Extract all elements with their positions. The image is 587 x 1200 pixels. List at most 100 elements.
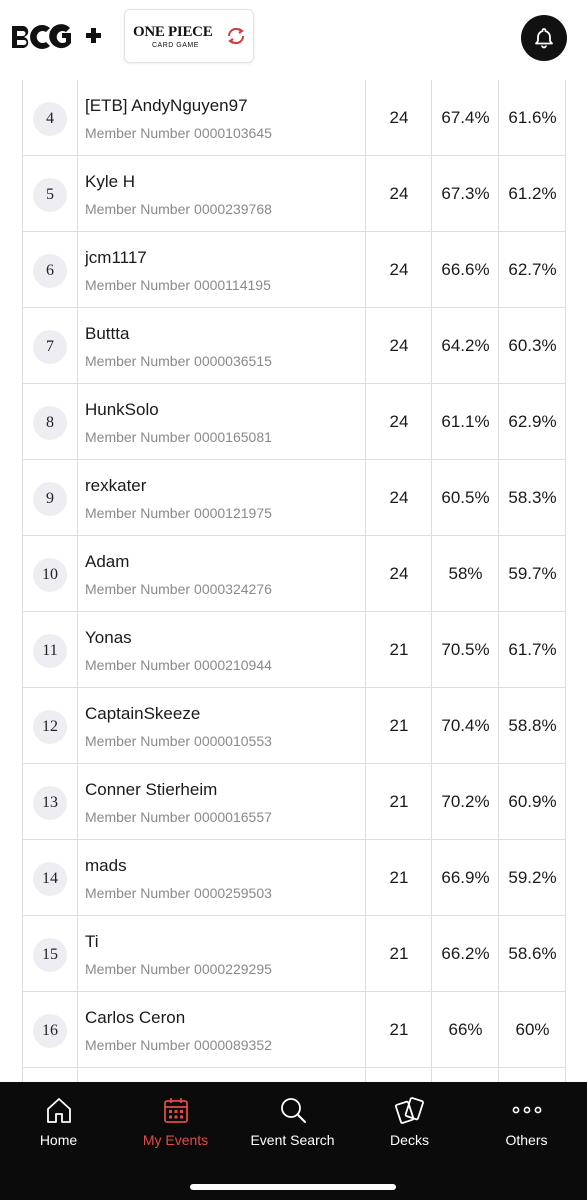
- table-row[interactable]: 7 Buttta Member Number 0000036515 24 64.2% 60.…: [22, 308, 566, 384]
- player-name: mads: [85, 856, 127, 875]
- table-row[interactable]: 15 Ti Member Number 0000229295 21 66.2% 58.6%: [22, 916, 566, 992]
- rank-badge: 10: [33, 558, 67, 592]
- nav-decks-label: Decks: [390, 1132, 429, 1148]
- gw-cell: 62.7%: [508, 259, 557, 279]
- player-name: Kyle H: [85, 172, 136, 191]
- points-cell: 24: [389, 107, 409, 127]
- table-row[interactable]: 13 Conner Stierheim Member Number 000001655…: [22, 764, 566, 840]
- member-number: Member Number 0000165081: [85, 429, 272, 445]
- member-number: Member Number 0000229295: [85, 961, 272, 977]
- member-number-label: Member Number: [85, 809, 191, 825]
- sync-emblem-icon: [227, 27, 245, 45]
- member-number-value: 0000036515: [194, 353, 272, 369]
- member-number: Member Number 0000089352: [85, 1037, 272, 1053]
- points-cell: 21: [389, 1019, 409, 1039]
- rank-badge: 13: [33, 786, 67, 820]
- member-number-label: Member Number: [85, 429, 191, 445]
- nav-decks[interactable]: Decks: [351, 1082, 468, 1162]
- rank-badge: 4: [33, 102, 67, 136]
- one-piece-logo[interactable]: ONE PIECE CARD GAME: [124, 9, 254, 63]
- nav-my-events[interactable]: My Events: [117, 1082, 234, 1162]
- player-name: Adam: [85, 552, 130, 571]
- omw-cell: 70.4%: [441, 715, 490, 735]
- table-row[interactable]: 12 CaptainSkeeze Member Number 0000010553 21…: [22, 688, 566, 764]
- member-number-value: 0000239768: [194, 201, 272, 217]
- member-number-value: 0000259503: [194, 885, 272, 901]
- nav-event-search[interactable]: Event Search: [234, 1082, 351, 1162]
- member-number-label: Member Number: [85, 201, 191, 217]
- player-name: Ti: [85, 932, 99, 951]
- table-row[interactable]: 16 Carlos Ceron Member Number 0000089352 21 6…: [22, 992, 566, 1068]
- gw-cell: 59.7%: [508, 563, 557, 583]
- table-row[interactable]: 8 HunkSolo Member Number 0000165081 24 61.1% 6…: [22, 384, 566, 460]
- gw-cell: 62.9%: [508, 411, 557, 431]
- home-indicator[interactable]: [190, 1184, 396, 1190]
- omw-cell: 66%: [448, 1019, 483, 1039]
- cards-icon: [394, 1097, 424, 1124]
- member-number-label: Member Number: [85, 353, 191, 369]
- table-row[interactable]: 9 rexkater Member Number 0000121975 24 60.5% 5…: [22, 460, 566, 536]
- omw-cell: 66.9%: [441, 867, 490, 887]
- omw-cell: 60.5%: [441, 487, 490, 507]
- player-name: Carlos Ceron: [85, 1008, 186, 1027]
- player-name: CaptainSkeeze: [85, 704, 201, 723]
- member-number: Member Number 0000114195: [85, 277, 271, 293]
- member-number-label: Member Number: [85, 885, 191, 901]
- rank-badge: 5: [33, 178, 67, 212]
- nav-others-label: Others: [505, 1132, 548, 1148]
- table-row-partial-bottom: [22, 1068, 566, 1088]
- omw-cell: 66.2%: [441, 943, 490, 963]
- rank-badge: 6: [33, 254, 67, 288]
- omw-cell: 61.1%: [441, 411, 490, 431]
- member-number: Member Number 0000259503: [85, 885, 272, 901]
- bottom-nav-bar: Home My Events Event Search: [0, 1082, 587, 1200]
- member-number: Member Number 0000239768: [85, 201, 272, 217]
- member-number-value: 0000089352: [194, 1037, 272, 1053]
- player-name: jcm1117: [85, 248, 147, 267]
- member-number: Member Number 0000016557: [85, 809, 272, 825]
- member-number-value: 0000229295: [194, 961, 272, 977]
- bcg-plus-logo[interactable]: [10, 22, 106, 52]
- table-row[interactable]: 10 Adam Member Number 0000324276 24 58% 59.7%: [22, 536, 566, 612]
- home-icon: [46, 1098, 71, 1123]
- table-row[interactable]: 6 jcm1117 Member Number 0000114195 24 66.6% 62…: [22, 232, 566, 308]
- member-number-value: 0000165081: [194, 429, 272, 445]
- points-cell: 24: [389, 259, 409, 279]
- nav-event-search-label: Event Search: [250, 1132, 335, 1148]
- nav-home[interactable]: Home: [0, 1082, 117, 1162]
- points-cell: 21: [389, 715, 409, 735]
- member-number-value: 0000210944: [194, 657, 272, 673]
- member-number-value: 0000103645: [194, 125, 272, 141]
- nav-others[interactable]: Others: [468, 1082, 585, 1162]
- player-name: HunkSolo: [85, 400, 159, 419]
- notifications-button[interactable]: [521, 15, 567, 61]
- gw-cell: 61.7%: [508, 639, 557, 659]
- search-icon: [280, 1098, 306, 1123]
- points-cell: 21: [389, 867, 409, 887]
- nav-my-events-label: My Events: [142, 1132, 209, 1148]
- points-cell: 24: [389, 183, 409, 203]
- member-number: Member Number 0000103645: [85, 125, 272, 141]
- more-icon: [512, 1106, 541, 1114]
- table-row[interactable]: 5 Kyle H Member Number 0000239768 24 67.3% 61.…: [22, 156, 566, 232]
- player-name: [ETB] AndyNguyen97: [85, 96, 248, 115]
- member-number: Member Number 0000324276: [85, 581, 272, 597]
- member-number-label: Member Number: [85, 1037, 191, 1053]
- table-row[interactable]: 14 mads Member Number 0000259503 21 66.9% 59.2…: [22, 840, 566, 916]
- gw-cell: 60%: [515, 1019, 550, 1039]
- player-name: Buttta: [85, 324, 130, 343]
- gw-cell: 61.6%: [508, 107, 557, 127]
- nav-home-label: Home: [39, 1132, 78, 1148]
- table-row[interactable]: 11 Yonas Member Number 0000210944 21 70.5% 61.…: [22, 612, 566, 688]
- app-header: ONE PIECE CARD GAME: [0, 0, 587, 80]
- member-number: Member Number 0000036515: [85, 353, 272, 369]
- one-piece-logo-title: ONE PIECE: [133, 24, 213, 40]
- gw-cell: 59.2%: [508, 867, 557, 887]
- one-piece-logo-subtitle: CARD GAME: [152, 42, 199, 49]
- rank-badge: 8: [33, 406, 67, 440]
- member-number-value: 0000010553: [194, 733, 272, 749]
- rank-badge: 16: [33, 1014, 67, 1048]
- gw-cell: 60.9%: [508, 791, 557, 811]
- table-row[interactable]: 4 [ETB] AndyNguyen97 Member Number 00001036…: [22, 80, 566, 156]
- member-number-value: 0000016557: [194, 809, 272, 825]
